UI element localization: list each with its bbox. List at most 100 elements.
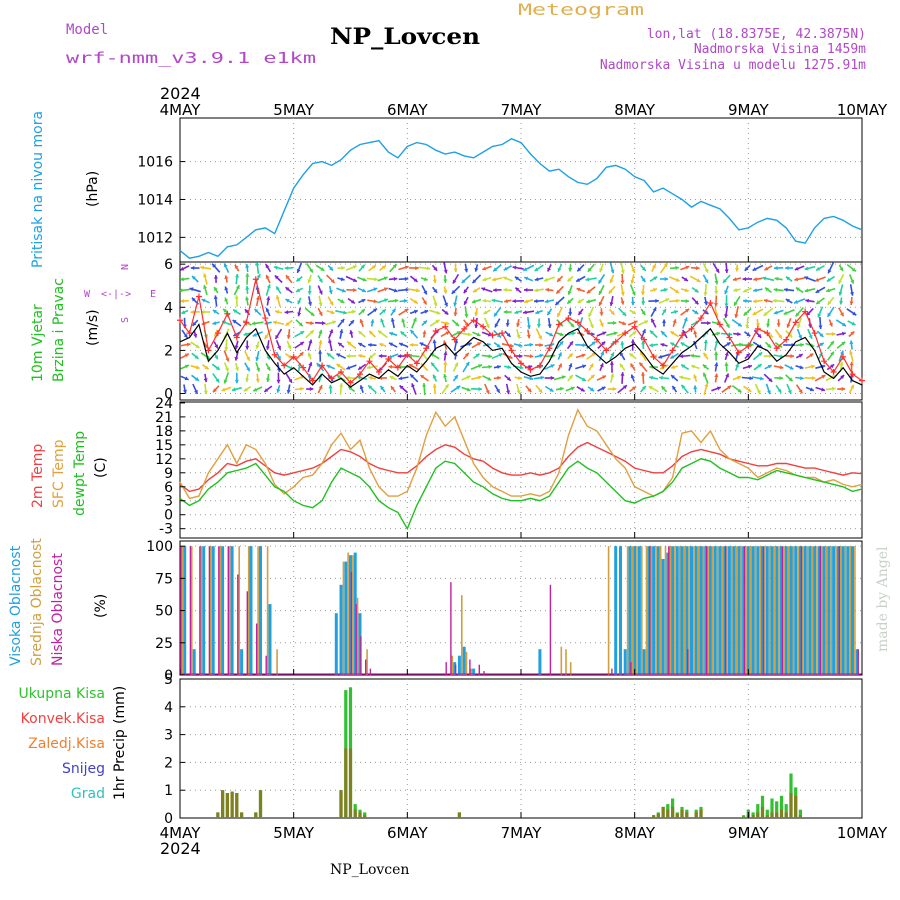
wind-arrow-head <box>339 383 344 387</box>
y-tick-label: 6 <box>164 257 173 273</box>
wind-arrow-head <box>467 332 472 337</box>
wind-arrow-head <box>340 319 345 323</box>
wind-arrow-head <box>547 324 552 328</box>
wind-arrow-head <box>307 291 312 295</box>
wind-arrow-head <box>512 265 517 270</box>
wind-arrow-head <box>767 343 771 348</box>
cloud-mid-bar <box>806 546 809 675</box>
wind-arrow-head <box>797 324 801 329</box>
wind-arrow-head <box>651 318 655 323</box>
wind-arrow-head <box>523 267 528 271</box>
cloud-mid-bar <box>745 546 747 675</box>
wind-gust-marker <box>622 330 629 337</box>
wind-arrow-head <box>184 353 189 358</box>
wind-arrow-head <box>397 354 402 359</box>
wind-arrow-head <box>620 300 625 305</box>
wind-arrow-head <box>498 353 503 357</box>
wind-arrow-head <box>714 351 719 355</box>
wind-arrow-head <box>245 296 250 301</box>
wind-gust-marker <box>423 345 430 352</box>
wind-arrow-head <box>398 376 403 381</box>
wind-arrow-head <box>524 276 529 281</box>
wind-arrow-head <box>737 322 742 327</box>
cloud-high-bar <box>737 546 741 675</box>
cloud-high-bar <box>633 546 637 675</box>
wind-arrow-head <box>492 277 496 282</box>
cloud-title-high: Visoka Oblacnost <box>8 545 24 666</box>
legend-grad: Grad <box>71 786 105 802</box>
wind-arrow-head <box>265 264 270 269</box>
wind-arrow-head <box>536 324 541 328</box>
wind-arrow-head <box>454 375 458 379</box>
wind-gust-marker <box>413 360 420 367</box>
wind-arrow-head <box>622 385 627 390</box>
wind-arrow-head <box>373 287 378 292</box>
wind-arrow-head <box>685 265 690 270</box>
wind-speed-line <box>179 323 863 388</box>
wind-arrow-head <box>641 301 646 305</box>
wind-arrow-head <box>345 375 350 380</box>
wind-arrow-head <box>737 388 742 393</box>
cloud-low-bar <box>265 655 267 675</box>
cloud-mid-bar <box>266 546 269 675</box>
y-tick-label: 0 <box>164 387 173 403</box>
wind-arrow-head <box>443 361 448 365</box>
cloud-high-bar <box>472 668 476 675</box>
cloud-low-bar <box>350 571 353 675</box>
wind-arrow-head <box>338 342 343 347</box>
wind-arrow-head <box>329 266 333 271</box>
y-tick-label: 0 <box>164 811 173 827</box>
wind-arrow-head <box>663 287 668 292</box>
wind-arrow-head <box>745 324 750 329</box>
wind-arrow-head <box>328 290 333 294</box>
x-tick-label-top: 8MAY <box>614 101 656 119</box>
cloud-high-bar <box>462 646 466 675</box>
precip-conv-bar <box>685 812 689 818</box>
x-tick-label-bottom: 4MAY <box>160 824 202 842</box>
wind-arrow-head <box>503 276 508 281</box>
wind-gust-marker <box>451 336 458 343</box>
wind-arrow-head <box>443 269 448 274</box>
cloud-high-bar <box>723 546 727 675</box>
wind-arrow-head <box>641 266 646 271</box>
cloud-mid-bar <box>773 546 776 675</box>
wind-arrow-head <box>704 268 709 273</box>
x-tick-label-bottom: 10MAY <box>837 824 888 842</box>
wind-arrow-head <box>610 269 615 274</box>
cloud-high-bar <box>211 546 215 675</box>
wind-arrow-head <box>679 354 684 359</box>
pressure-unit: (hPa) <box>85 171 101 207</box>
wind-arrow-head <box>620 352 624 357</box>
wind-arrow-head <box>538 335 542 340</box>
wind-arrow-head <box>297 362 302 367</box>
wind-arrow-head <box>815 277 819 282</box>
wind-gust-marker <box>792 319 799 326</box>
wind-arrow-head <box>529 342 534 347</box>
y-tick-label: 2 <box>164 755 173 771</box>
wind-arrow-head <box>732 277 737 282</box>
wind-arrow-head <box>266 366 271 371</box>
cloud-mid-bar <box>669 546 671 675</box>
wind-gust-marker <box>338 368 345 375</box>
wind-arrow-head <box>714 362 719 367</box>
wind-arrow-head <box>443 289 448 294</box>
wind-arrow-head <box>746 332 751 337</box>
wind-arrow-head <box>265 274 270 279</box>
wind-arrow-head <box>702 364 707 369</box>
wind-arrow-head <box>685 299 689 304</box>
wind-arrow-head <box>798 354 803 358</box>
grid-layer <box>180 118 862 818</box>
cloud-high-bar <box>680 546 684 675</box>
wind-arrow-head <box>534 288 539 293</box>
cloud-low-bar <box>478 664 480 675</box>
wind-arrow-head <box>373 308 377 313</box>
precip-conv-bar <box>798 815 802 818</box>
cloud-low-bar <box>454 664 457 675</box>
wind-arrow-head <box>336 353 341 358</box>
model-name: wrf-nmm_v3.9.1 e1km <box>66 49 316 67</box>
cloud-mid-bar <box>797 546 799 675</box>
wind-arrow-head <box>339 329 344 333</box>
wind-arrow-head <box>516 334 521 339</box>
y-tick-label: -3 <box>159 522 173 538</box>
wind-gust-marker <box>726 334 733 341</box>
